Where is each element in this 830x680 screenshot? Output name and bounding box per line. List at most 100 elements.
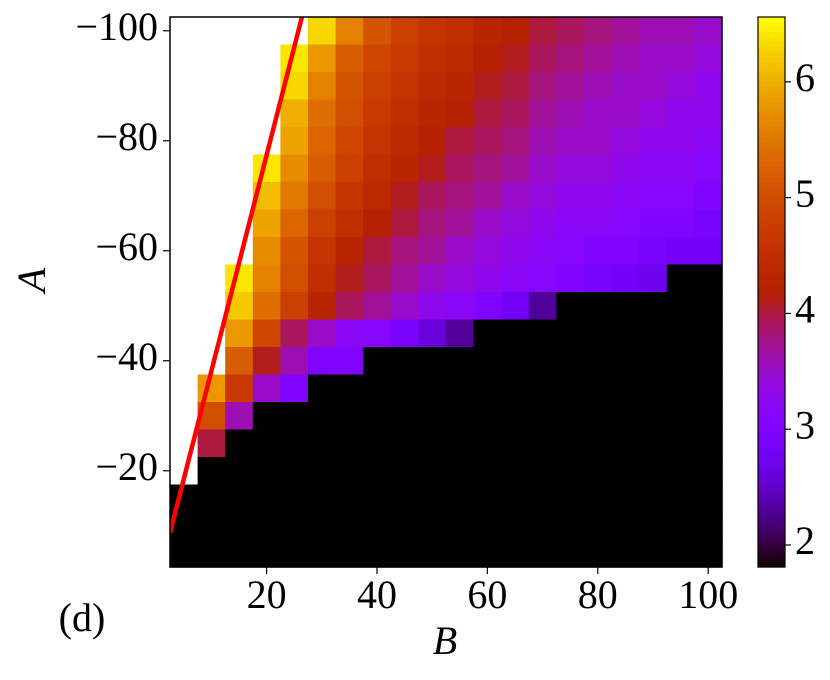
heatmap-cell <box>308 127 337 156</box>
heatmap-cell <box>418 539 447 568</box>
heatmap-cell <box>501 182 530 211</box>
heatmap-cell <box>446 319 475 348</box>
colorbar-swatch <box>758 157 785 163</box>
heatmap-cell <box>363 374 392 403</box>
heatmap-cell <box>390 127 419 156</box>
heatmap-cell <box>473 237 502 266</box>
heatmap-cell <box>390 44 419 73</box>
heatmap-cell <box>418 99 447 128</box>
heatmap-cell <box>611 484 640 513</box>
heatmap-cell <box>611 539 640 568</box>
heatmap-cell <box>694 182 723 211</box>
heatmap-cell <box>694 429 723 458</box>
heatmap-cell <box>308 512 337 541</box>
heatmap-cell <box>363 457 392 486</box>
heatmap-cell <box>446 402 475 431</box>
heatmap-cell <box>446 72 475 101</box>
heatmap-cell <box>611 209 640 238</box>
heatmap-cell <box>446 292 475 321</box>
colorbar-swatch <box>758 242 785 248</box>
heatmap-cell <box>556 539 585 568</box>
heatmap-cell <box>556 154 585 183</box>
colorbar-swatch <box>758 447 785 453</box>
colorbar-swatch <box>758 377 785 383</box>
colorbar-swatch <box>758 232 785 238</box>
heatmap-cell <box>390 292 419 321</box>
colorbar-swatch <box>758 342 785 348</box>
heatmap-cell <box>446 209 475 238</box>
heatmap-cell <box>390 457 419 486</box>
plot-frame <box>169 16 723 568</box>
heatmap-cell <box>473 539 502 568</box>
heatmap-cell <box>280 429 309 458</box>
heatmap-cell <box>418 237 447 266</box>
heatmap-cell <box>197 457 226 486</box>
heatmap-cell <box>446 484 475 513</box>
heatmap-cell <box>280 512 309 541</box>
heatmap-cell <box>363 539 392 568</box>
heatmap-cell <box>252 402 281 431</box>
heatmap-cell <box>308 539 337 568</box>
colorbar-swatch <box>758 257 785 263</box>
colorbar-swatch <box>758 492 785 498</box>
heatmap-cell <box>280 484 309 513</box>
heatmap-cell <box>694 539 723 568</box>
heatmap-cell <box>556 17 585 46</box>
colorbar-swatch <box>758 497 785 503</box>
heatmap-cell <box>473 484 502 513</box>
heatmap-cell <box>666 182 695 211</box>
heatmap-cell <box>639 237 668 266</box>
heatmap-cell <box>363 99 392 128</box>
colorbar-swatch <box>758 462 785 468</box>
heatmap-cell <box>639 127 668 156</box>
colorbar-swatch <box>758 67 785 73</box>
heatmap-cell <box>501 17 530 46</box>
heatmap-cell <box>556 44 585 73</box>
colorbar-swatch <box>758 177 785 183</box>
heatmap-cell <box>694 402 723 431</box>
heatmap-cell <box>501 319 530 348</box>
heatmap-cell <box>473 347 502 376</box>
heatmap-cell <box>418 484 447 513</box>
heatmap-cell <box>666 484 695 513</box>
heatmap-cell <box>556 182 585 211</box>
heatmap-cell <box>666 264 695 293</box>
colorbar-swatch <box>758 502 785 508</box>
colorbar-swatch <box>758 542 785 548</box>
heatmap-cell <box>584 374 613 403</box>
heatmap-cell <box>639 44 668 73</box>
colorbar-swatch <box>758 422 785 428</box>
colorbar-swatch <box>758 22 785 28</box>
heatmap-cell <box>666 374 695 403</box>
heatmap-cell <box>639 374 668 403</box>
colorbar-tick-label: 6 <box>795 55 815 100</box>
heatmap-cell <box>390 182 419 211</box>
colorbar-swatch <box>758 552 785 558</box>
heatmap-cell <box>308 182 337 211</box>
colorbar-swatch <box>758 207 785 213</box>
colorbar-swatch <box>758 122 785 128</box>
heatmap-cell <box>225 484 254 513</box>
colorbar-swatch <box>758 337 785 343</box>
colorbar-swatch <box>758 432 785 438</box>
heatmap-cell <box>473 429 502 458</box>
heatmap-cell <box>639 347 668 376</box>
heatmap-cell <box>280 127 309 156</box>
heatmap-cell <box>694 264 723 293</box>
heatmap-cell <box>694 374 723 403</box>
colorbar-swatch <box>758 107 785 113</box>
colorbar-swatch <box>758 217 785 223</box>
heatmap-cell <box>446 17 475 46</box>
heatmap-cell <box>363 154 392 183</box>
heatmap-cell <box>280 99 309 128</box>
x-tick-label: 40 <box>357 572 397 617</box>
colorbar-swatch <box>758 237 785 243</box>
colorbar-swatch <box>758 137 785 143</box>
heatmap-cell <box>363 402 392 431</box>
heatmap-cell <box>335 182 364 211</box>
heatmap-cell <box>308 72 337 101</box>
colorbar-swatch <box>758 512 785 518</box>
heatmap-cell <box>584 319 613 348</box>
colorbar-swatch <box>758 127 785 133</box>
heatmap-cell <box>335 99 364 128</box>
